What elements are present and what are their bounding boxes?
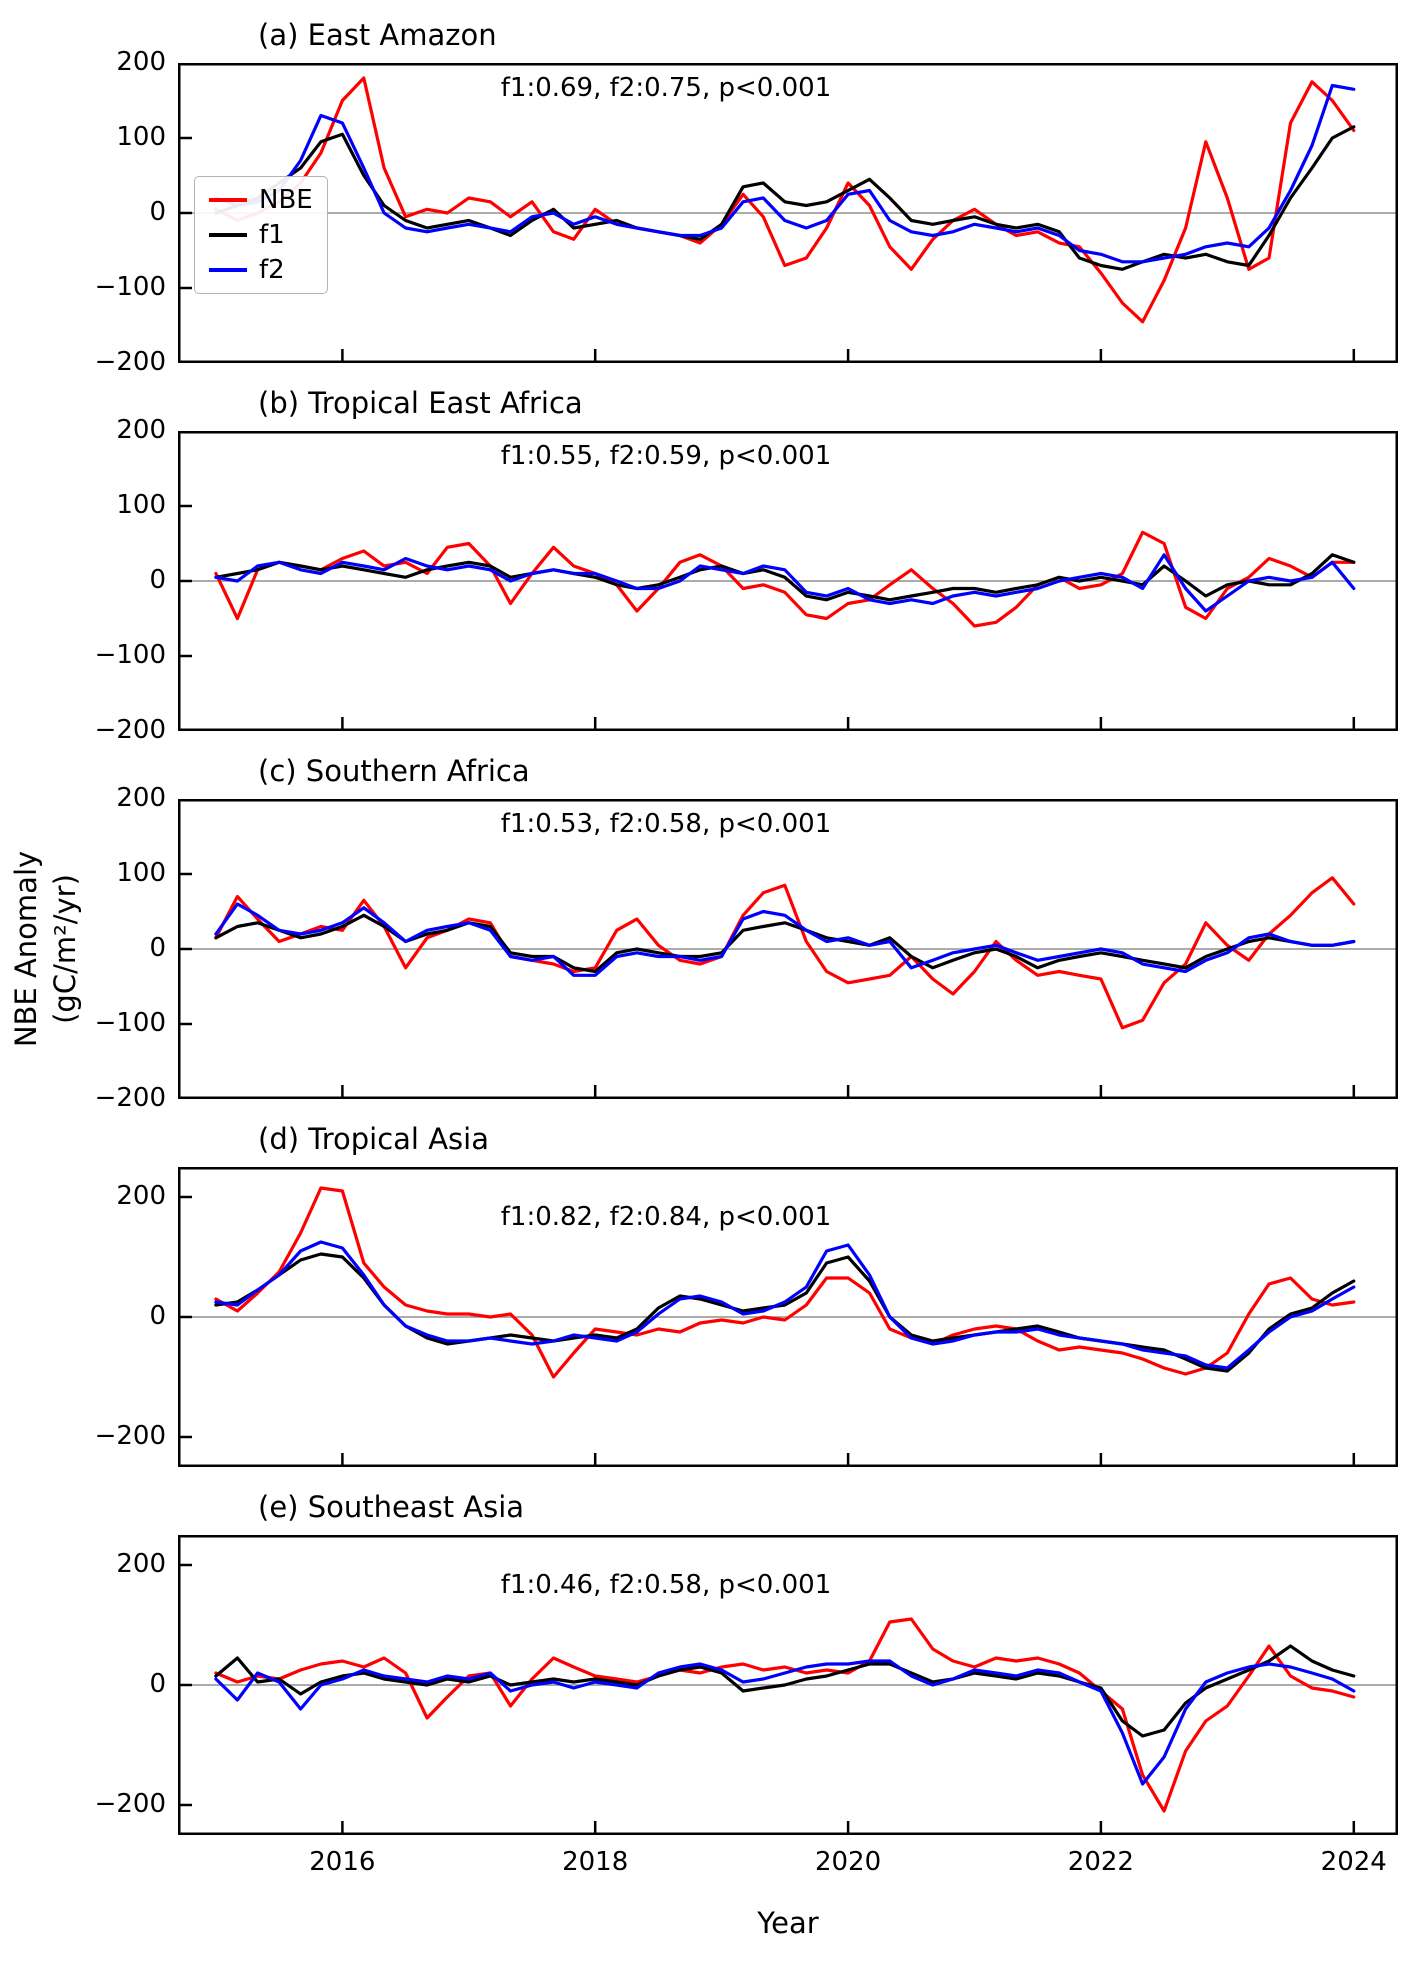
plot-tropical-east-africa: [178, 431, 1398, 731]
x-axis-label: Year: [757, 1906, 819, 1940]
y-tick-label: −100: [94, 640, 166, 670]
y-tick-label: 200: [116, 47, 166, 77]
plot-tropical-asia: [178, 1167, 1398, 1467]
y-tick-label: −200: [94, 1083, 166, 1113]
y-tick-label: 0: [149, 197, 166, 227]
y-tick-label: 200: [116, 1549, 166, 1579]
y-tick-label: 0: [149, 565, 166, 595]
legend: NBE f1 f2: [194, 176, 328, 294]
x-tick-label: 2016: [309, 1847, 376, 1877]
y-tick-label: −200: [94, 347, 166, 377]
y-tick-label: 0: [149, 1301, 166, 1331]
correlation-annotation-a: f1:0.69, f2:0.75, p<0.001: [500, 73, 832, 104]
y-tick-label: −200: [94, 1789, 166, 1819]
panel-southeast-asia: (e) Southeast Asia f1:0.46, f2:0.58, p<0…: [0, 1472, 1420, 1877]
y-tick-label: 100: [116, 858, 166, 888]
legend-item-nbe: NBE: [209, 185, 313, 215]
x-tick-label: 2018: [562, 1847, 629, 1877]
panel-title-d: (d) Tropical Asia: [258, 1122, 489, 1156]
panel-southern-africa: (c) Southern Africa f1:0.53, f2:0.58, p<…: [0, 736, 1420, 1113]
panel-tropical-asia: (d) Tropical Asia f1:0.82, f2:0.84, p<0.…: [0, 1104, 1420, 1472]
y-tick-label: 200: [116, 783, 166, 813]
panel-title-c: (c) Southern Africa: [258, 754, 530, 788]
x-tick-label: 2022: [1067, 1847, 1134, 1877]
panel-east-amazon: (a) East Amazon f1:0.69, f2:0.75, p<0.00…: [0, 0, 1420, 377]
legend-item-f2: f2: [209, 255, 313, 285]
legend-label-f1: f1: [259, 220, 285, 250]
y-tick-label: 200: [116, 415, 166, 445]
correlation-annotation-d: f1:0.82, f2:0.84, p<0.001: [500, 1202, 832, 1232]
x-tick-label: 2024: [1320, 1847, 1387, 1877]
y-tick-label: 200: [116, 1181, 166, 1211]
correlation-annotation-e: f1:0.46, f2:0.58, p<0.001: [500, 1570, 832, 1600]
f1-line-swatch: [209, 233, 247, 237]
y-tick-label: −200: [94, 1421, 166, 1451]
plot-southeast-asia: [178, 1535, 1398, 1835]
y-tick-label: 0: [149, 933, 166, 963]
plot-southern-africa: [178, 799, 1398, 1099]
nbe-line-swatch: [209, 198, 247, 202]
y-tick-label: 100: [116, 490, 166, 520]
legend-label-f2: f2: [259, 255, 285, 285]
legend-item-f1: f1: [209, 220, 313, 250]
panel-title-b: (b) Tropical East Africa: [258, 386, 583, 420]
x-tick-label: 2020: [814, 1847, 882, 1877]
panel-title-e: (e) Southeast Asia: [258, 1490, 525, 1524]
legend-label-nbe: NBE: [259, 185, 313, 215]
correlation-annotation-c: f1:0.53, f2:0.58, p<0.001: [500, 809, 832, 840]
f2-line-swatch: [209, 268, 247, 272]
y-tick-label: 100: [116, 122, 166, 152]
panel-tropical-east-africa: (b) Tropical East Africa f1:0.55, f2:0.5…: [0, 368, 1420, 745]
y-tick-label: 0: [149, 1669, 166, 1699]
y-tick-label: −200: [94, 715, 166, 745]
panel-title-a: (a) East Amazon: [258, 18, 497, 52]
correlation-annotation-b: f1:0.55, f2:0.59, p<0.001: [500, 441, 832, 472]
y-tick-label: −100: [94, 1008, 166, 1038]
plot-east-amazon: [178, 63, 1398, 363]
y-tick-label: −100: [94, 272, 166, 302]
